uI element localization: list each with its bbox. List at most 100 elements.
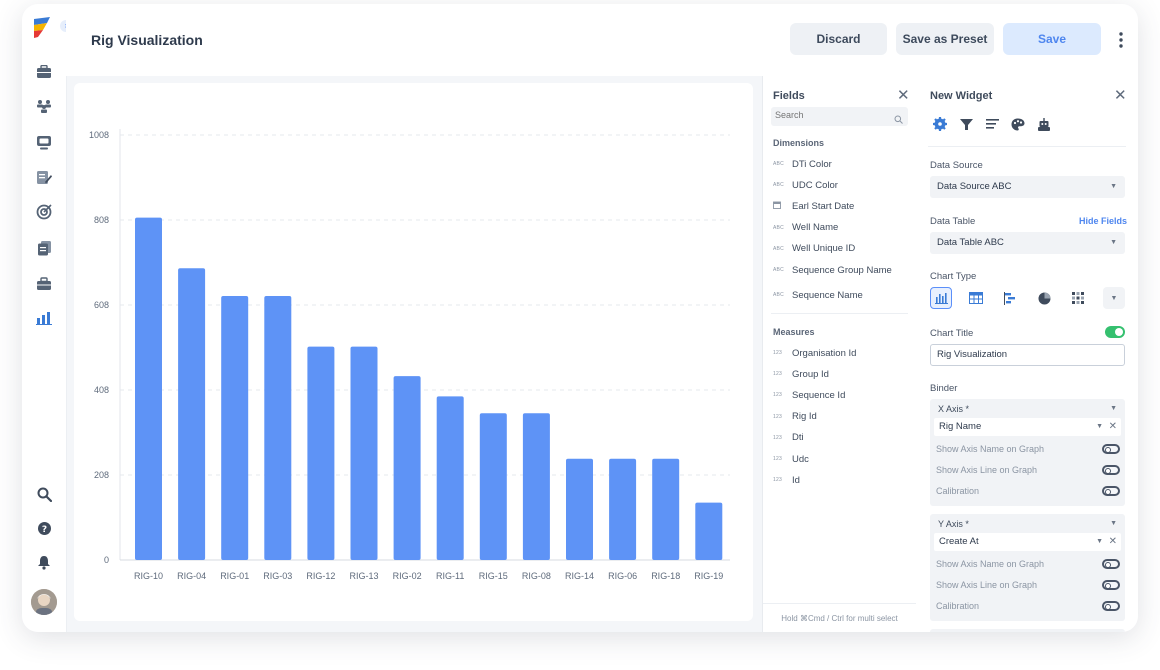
- left-nav: › ?: [22, 4, 72, 632]
- measure-field-item[interactable]: 123 Organisation Id: [773, 346, 856, 360]
- avatar[interactable]: [31, 589, 57, 615]
- bell-icon[interactable]: [34, 552, 54, 572]
- fields-panel: Fields ✕ Dimensions ABC DTi Color ABC UDC C…: [762, 76, 917, 632]
- measure-field-item[interactable]: 123 Udc: [773, 452, 809, 466]
- data-table-select[interactable]: Data Table ABC ▼: [930, 232, 1125, 254]
- x-calibration-toggle[interactable]: [1102, 486, 1120, 496]
- binder-label: Binder: [930, 383, 958, 394]
- filter-icon[interactable]: [958, 116, 974, 132]
- y-tick-label: 808: [94, 215, 109, 225]
- field-type-tag: 123: [773, 350, 782, 356]
- search-icon: [894, 111, 903, 129]
- chart-card: 0 208 408 608 808 1008 RIG-10 RIG-04 RIG-01 RIG-0…: [74, 83, 753, 621]
- chart-title-toggle[interactable]: [1105, 326, 1125, 338]
- field-type-tag: ABC: [773, 245, 784, 252]
- x-show-axis-line-label: Show Axis Line on Graph: [936, 465, 1038, 475]
- palette-icon[interactable]: [1010, 116, 1026, 132]
- y-axis-label: Y Axis *: [938, 519, 969, 529]
- y-axis-binder: Y Axis * ▼ Create At ▼ ✕ Show Axis Name …: [930, 514, 1125, 621]
- table-chart-type-button[interactable]: [965, 287, 987, 309]
- measure-field-item[interactable]: 123 Dti: [773, 431, 804, 445]
- close-icon[interactable]: ✕: [897, 87, 910, 104]
- bar: [350, 346, 378, 560]
- field-label: Well Name: [792, 222, 839, 234]
- y-axis-field-select[interactable]: Create At ▼ ✕: [934, 533, 1121, 551]
- y-show-axis-name-toggle[interactable]: [1102, 559, 1120, 569]
- measure-field-item[interactable]: 123 Group Id: [773, 367, 829, 381]
- chevron-down-icon[interactable]: ▼: [1110, 405, 1117, 412]
- clear-icon[interactable]: ✕: [1108, 536, 1117, 547]
- help-icon[interactable]: ?: [34, 518, 54, 538]
- team-icon[interactable]: [34, 96, 54, 116]
- chart-title-input[interactable]: Rig Visualization: [930, 344, 1125, 366]
- field-label: Sequence Id: [792, 389, 846, 401]
- edit-report-icon[interactable]: [34, 167, 54, 187]
- hide-fields-link[interactable]: Hide Fields: [1079, 216, 1128, 226]
- toolbox-icon[interactable]: [34, 274, 54, 294]
- dimension-field-item[interactable]: Earl Start Date: [773, 199, 854, 213]
- field-label: Sequence Name: [792, 289, 863, 301]
- heatmap-chart-type-button[interactable]: [1067, 287, 1089, 309]
- search-input[interactable]: [775, 110, 885, 120]
- page-title: Rig Visualization: [91, 32, 203, 48]
- y-show-axis-line-toggle[interactable]: [1102, 580, 1120, 590]
- dimension-field-item[interactable]: ABC Well Unique ID: [773, 242, 855, 256]
- field-type-tag: ABC: [773, 292, 784, 298]
- gear-icon[interactable]: [932, 116, 948, 132]
- x-show-axis-line-toggle[interactable]: [1102, 465, 1120, 475]
- widget-panel-title: New Widget: [930, 90, 993, 102]
- field-type-tag: 123: [773, 477, 782, 484]
- bar-chart-type-button[interactable]: [930, 287, 952, 309]
- discard-button[interactable]: Discard: [790, 23, 887, 55]
- briefcase-icon[interactable]: [34, 62, 54, 82]
- x-axis-field-select[interactable]: Rig Name ▼ ✕: [934, 418, 1121, 436]
- field-type-tag: 123: [773, 392, 782, 399]
- field-type-tag: 123: [773, 456, 782, 462]
- y-show-axis-line-label: Show Axis Line on Graph: [936, 580, 1038, 590]
- dimension-field-item[interactable]: ABC Well Name: [773, 221, 838, 235]
- data-source-select[interactable]: Data Source ABC ▼: [930, 176, 1125, 198]
- measure-field-item[interactable]: 123 Sequence Id: [773, 388, 845, 402]
- x-tick-label: RIG-14: [565, 571, 594, 581]
- measures-heading: Measures: [773, 327, 815, 337]
- more-options-icon[interactable]: [1116, 31, 1126, 49]
- save-button[interactable]: Save: [1003, 23, 1101, 55]
- field-label: Organisation Id: [792, 347, 857, 359]
- documents-icon[interactable]: [34, 238, 54, 258]
- monitor-icon[interactable]: [34, 132, 54, 152]
- y-tick-label: 608: [94, 300, 109, 310]
- measure-field-item[interactable]: 123 Id: [773, 473, 800, 487]
- chevron-down-icon[interactable]: ▼: [1096, 538, 1103, 545]
- fields-search[interactable]: [771, 107, 908, 126]
- x-axis-value: Rig Name: [939, 421, 982, 432]
- save-as-preset-button[interactable]: Save as Preset: [896, 23, 994, 55]
- field-type-tag: ABC: [773, 267, 784, 273]
- y-calibration-toggle[interactable]: [1102, 601, 1120, 611]
- x-tick-label: RIG-15: [479, 571, 508, 581]
- bar-chart-icon[interactable]: [34, 308, 54, 328]
- bar: [307, 346, 335, 560]
- data-table-label: Data Table: [930, 216, 976, 227]
- dimension-field-item[interactable]: ABC DTi Color: [773, 157, 832, 171]
- dimension-field-item[interactable]: ABC UDC Color: [773, 178, 838, 192]
- bar: [566, 458, 593, 560]
- robot-icon[interactable]: [1036, 116, 1052, 132]
- y-axis-value: Create At: [939, 536, 979, 547]
- measure-field-item[interactable]: 123 Rig Id: [773, 410, 817, 424]
- brand-logo[interactable]: [33, 17, 53, 44]
- chevron-down-icon[interactable]: ▼: [1110, 520, 1117, 527]
- gantt-chart-type-button[interactable]: [999, 287, 1021, 309]
- target-icon[interactable]: [34, 202, 54, 222]
- dimension-field-item[interactable]: ABC Sequence Group Name: [773, 263, 892, 277]
- x-show-axis-name-toggle[interactable]: [1102, 444, 1120, 454]
- chart-type-more-button[interactable]: ▼: [1103, 287, 1125, 309]
- align-icon[interactable]: [984, 116, 1000, 132]
- clear-icon[interactable]: ✕: [1108, 421, 1117, 432]
- search-icon[interactable]: [34, 484, 54, 504]
- close-icon[interactable]: ✕: [1114, 87, 1127, 104]
- dimension-field-item[interactable]: ABC Sequence Name: [773, 288, 863, 302]
- field-label: DTi Color: [792, 158, 832, 170]
- pie-chart-type-button[interactable]: [1033, 287, 1055, 309]
- chevron-down-icon[interactable]: ▼: [1096, 423, 1103, 430]
- widget-panel: New Widget ✕ Data Source Data Source ABC…: [916, 76, 1138, 632]
